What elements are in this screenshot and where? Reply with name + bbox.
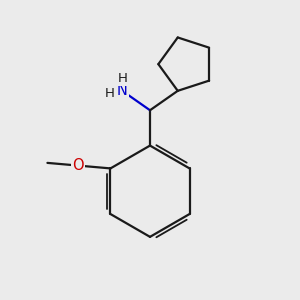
Text: N: N	[117, 83, 128, 98]
Text: O: O	[72, 158, 84, 173]
Text: H: H	[118, 72, 128, 85]
Text: H: H	[105, 87, 115, 100]
